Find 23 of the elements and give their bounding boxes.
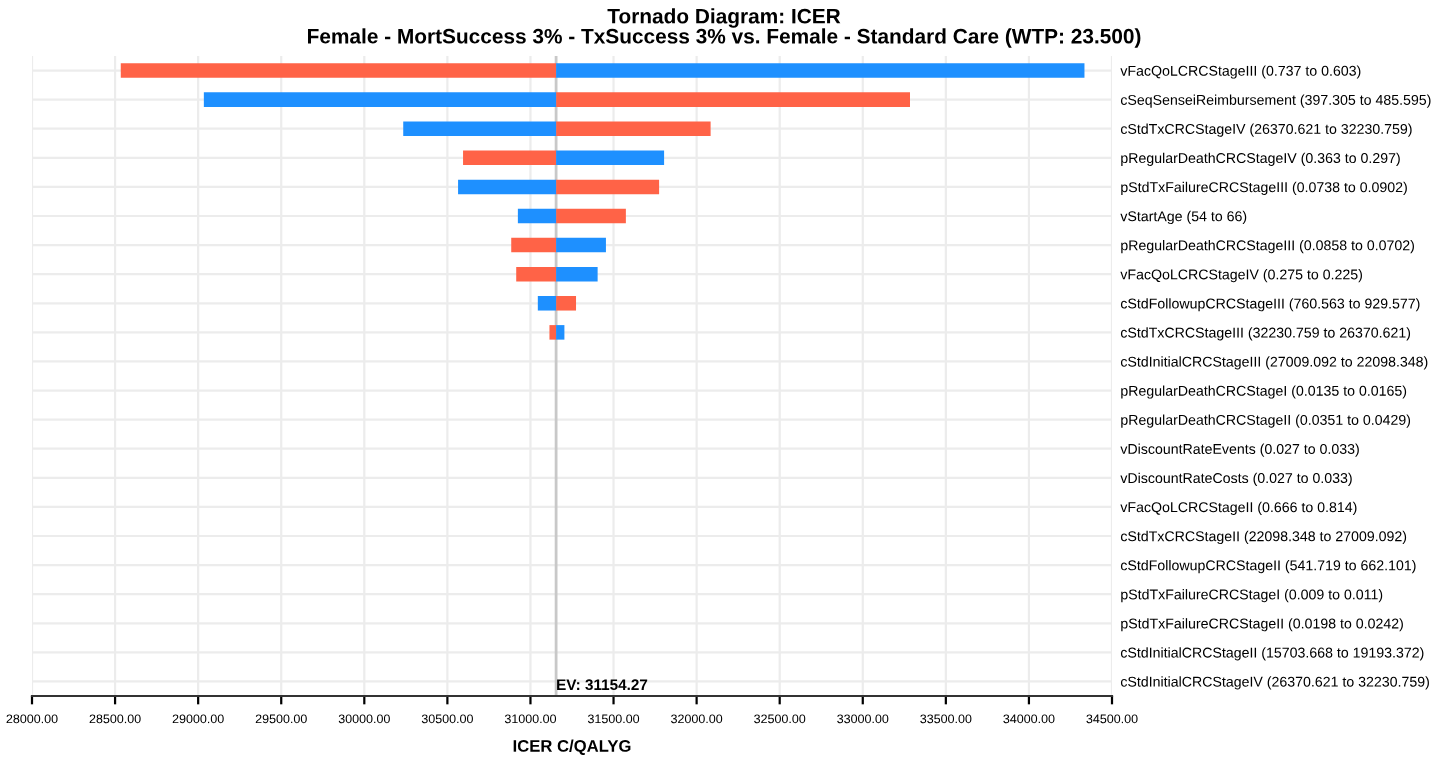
bar — [556, 208, 626, 224]
chart-title: Tornado Diagram: ICER — [607, 8, 841, 28]
bar — [556, 325, 565, 340]
x-axis-title: ICER C/QALYG — [513, 739, 631, 755]
bar — [556, 63, 1085, 78]
bar — [556, 92, 910, 107]
bar — [516, 266, 557, 282]
bar — [120, 63, 557, 78]
bar — [511, 237, 557, 253]
bar — [556, 179, 660, 195]
bar — [556, 296, 577, 311]
chart-subtitle: Female - MortSuccess 3% - TxSuccess 3% vs. Female - Standard Care (WTP: 23.500) — [308, 28, 1141, 48]
bar — [463, 150, 557, 166]
bar — [556, 150, 665, 166]
bar — [517, 208, 557, 224]
bar — [556, 266, 598, 282]
bar — [549, 325, 557, 340]
bar — [556, 121, 711, 136]
bar — [403, 121, 557, 136]
bar — [556, 237, 606, 253]
bar — [458, 179, 557, 195]
bar — [537, 296, 557, 311]
bar — [203, 92, 557, 107]
